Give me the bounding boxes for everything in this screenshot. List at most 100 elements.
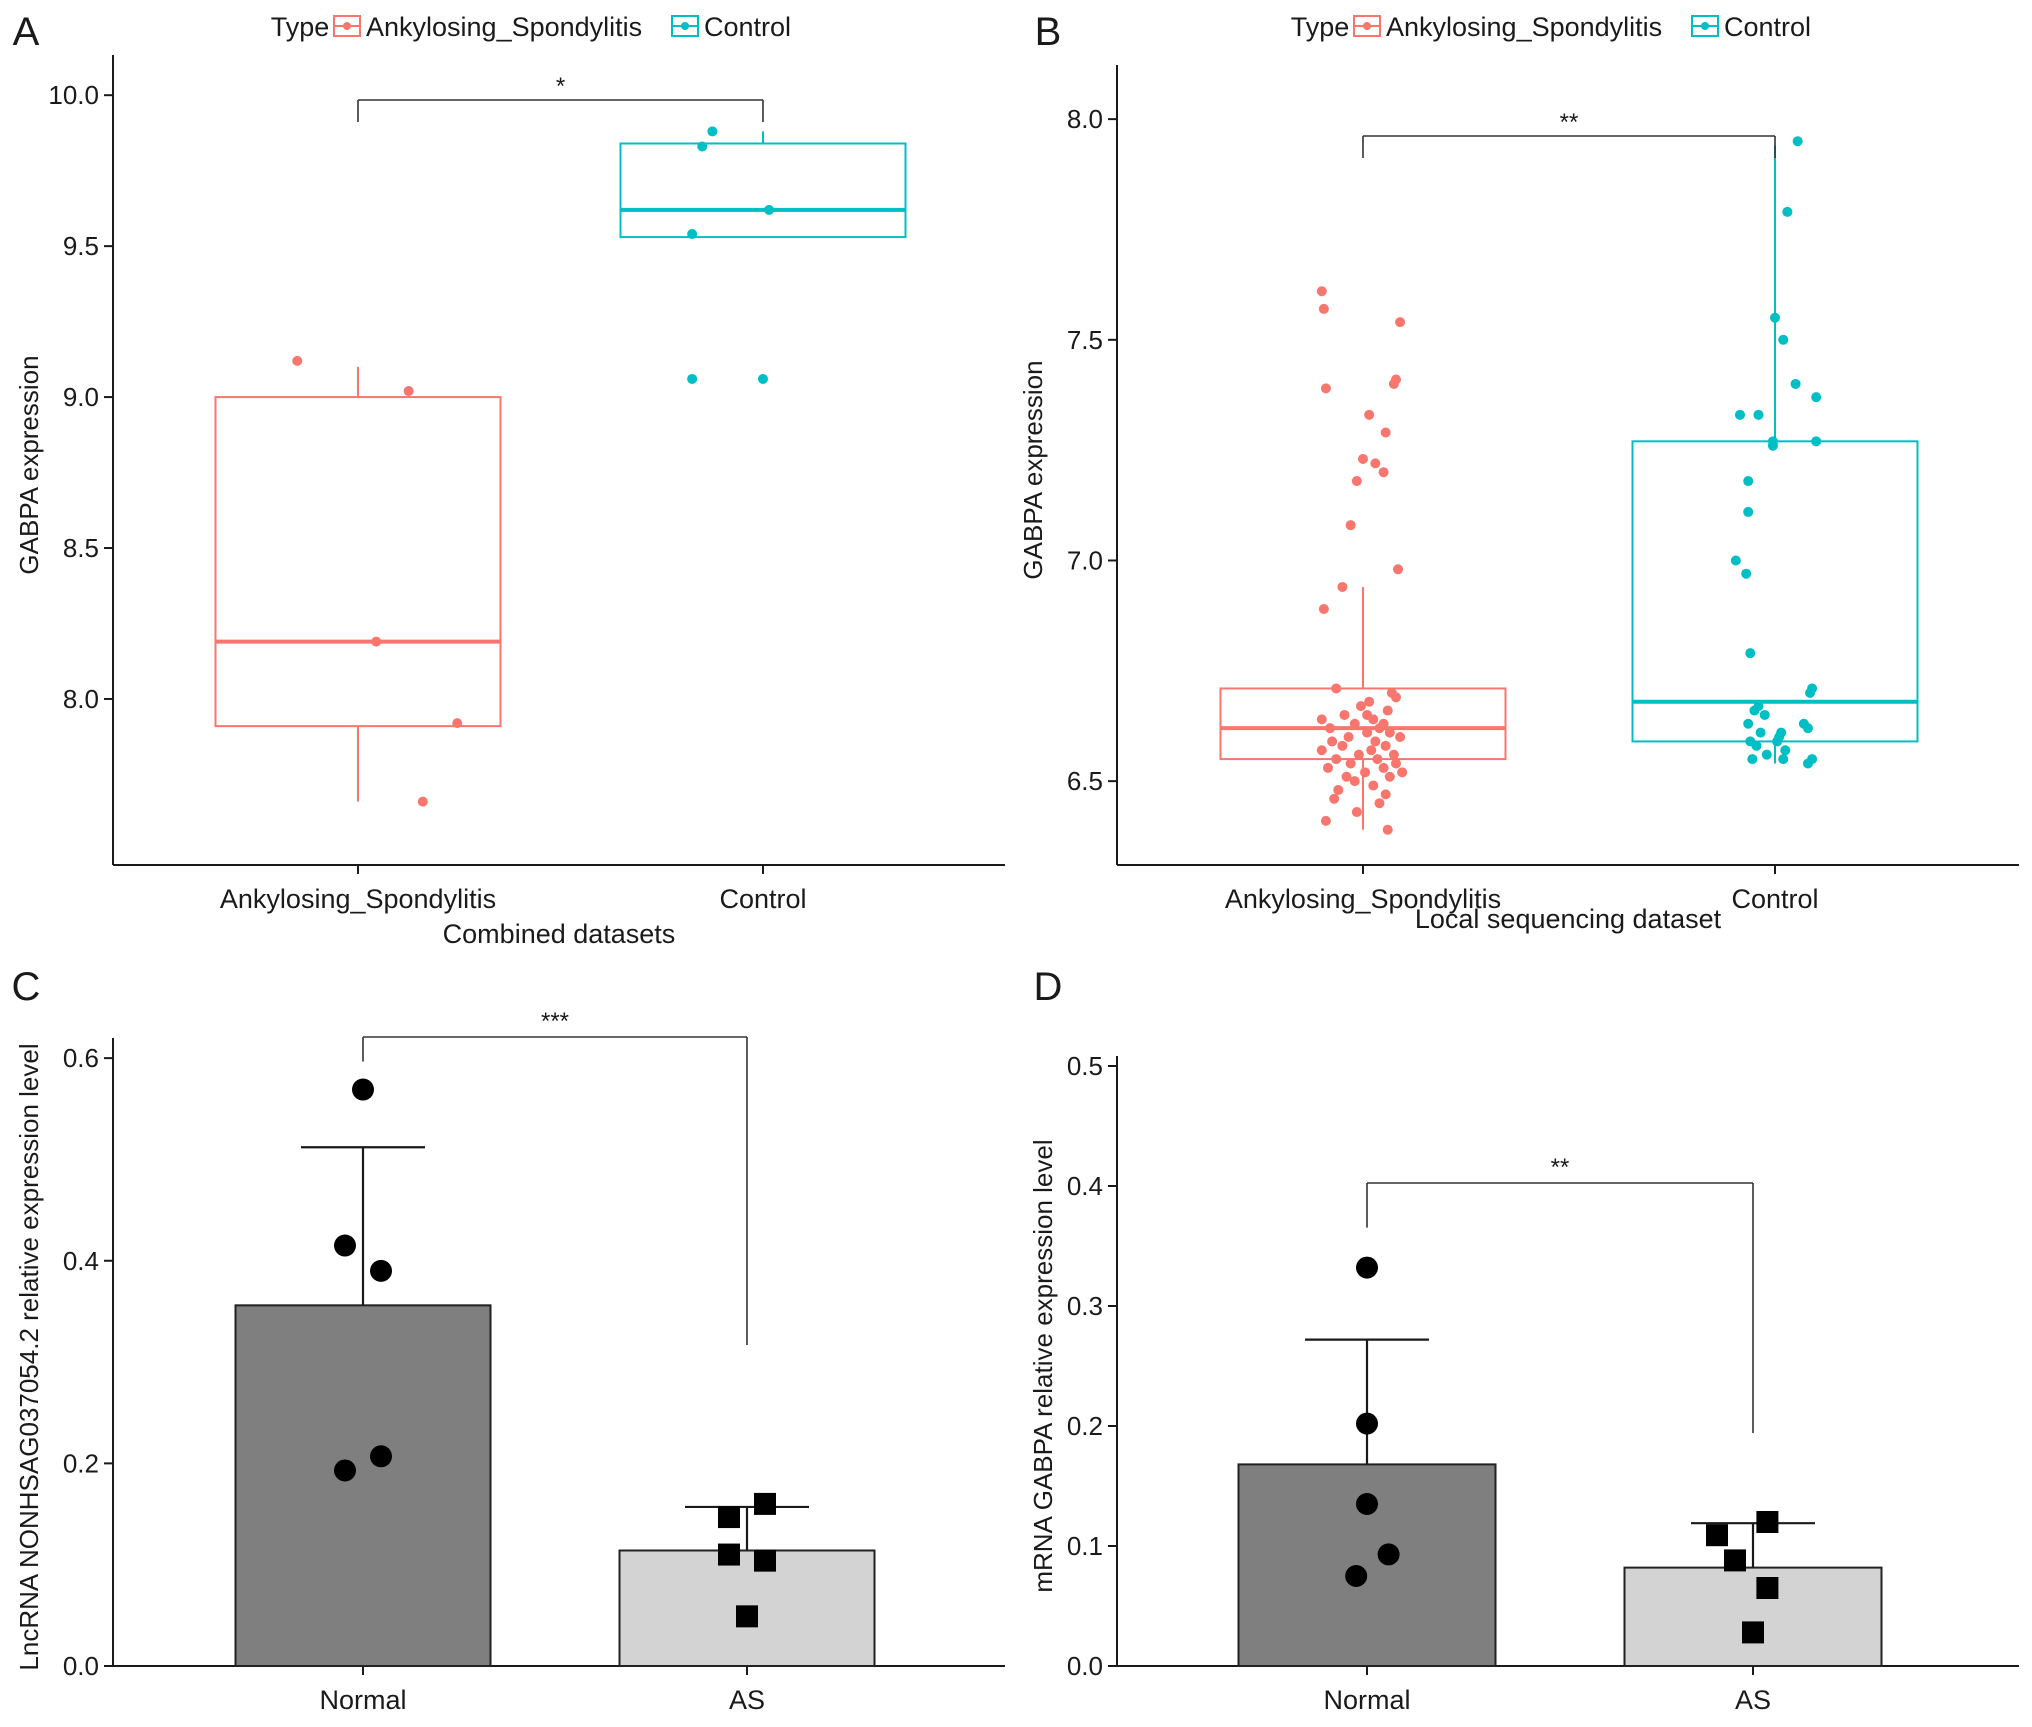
legend-key — [1691, 15, 1719, 37]
legend-key — [671, 15, 699, 37]
y-tick-label: 0.3 — [1067, 1291, 1103, 1321]
data-point — [1374, 723, 1385, 734]
x-tick-label: Ankylosing_Spondylitis — [1225, 884, 1501, 914]
data-point — [1355, 701, 1366, 712]
x-tick-label: Control — [719, 884, 806, 914]
data-point — [1380, 427, 1391, 438]
data-point — [1751, 740, 1762, 751]
data-point — [1333, 784, 1344, 795]
legend-key — [1353, 15, 1381, 37]
data-point — [1756, 1577, 1779, 1599]
data-point — [1749, 705, 1760, 716]
data-point — [1767, 440, 1778, 451]
data-point — [1734, 409, 1745, 420]
data-point — [1778, 754, 1789, 765]
data-point — [1753, 409, 1764, 420]
y-tick-label: 0.6 — [63, 1043, 99, 1073]
data-point — [1755, 727, 1766, 738]
data-point — [1345, 520, 1356, 531]
y-axis-title: mRNA GABPA relative expression level — [1028, 1139, 1058, 1592]
legend-key-point — [681, 22, 689, 30]
significance-label: *** — [541, 1008, 569, 1035]
data-point — [1316, 745, 1327, 756]
y-tick-label: 8.0 — [1067, 104, 1103, 134]
data-point — [1380, 789, 1391, 800]
data-point — [1358, 453, 1368, 464]
data-point — [1724, 1549, 1746, 1572]
data-point — [1382, 824, 1393, 835]
data-point — [370, 1259, 392, 1282]
data-point — [1331, 683, 1342, 694]
data-point — [1351, 476, 1362, 487]
y-tick-label: 6.5 — [1067, 766, 1103, 796]
data-point — [1364, 409, 1375, 420]
x-tick-label: AS — [1735, 1685, 1771, 1715]
data-point — [370, 1445, 392, 1468]
data-point — [1772, 736, 1783, 747]
y-axis-title: LncRNA NONHSAG037054.2 relative expressi… — [14, 1043, 44, 1670]
data-point — [1316, 286, 1327, 297]
data-point — [403, 386, 414, 397]
panel-d: D 0.0 0.1 0.2 0.3 0.4 0.5 Normal AS mRNA GABPA re… — [1028, 965, 2019, 1715]
x-tick-label: Normal — [1323, 1685, 1410, 1715]
data-point — [1742, 1621, 1764, 1644]
significance-bracket: ** — [1366, 1154, 1754, 1433]
data-point — [687, 229, 698, 240]
data-point — [1343, 732, 1354, 743]
panel-c: C 0.0 0.2 0.4 0.6 Normal AS LncRNA NONHSAG03705… — [12, 965, 1005, 1715]
bar-normal — [234, 1146, 492, 1668]
legend-label: Ankylosing_Spondylitis — [1386, 12, 1662, 42]
legend: Type Ankylosing_Spondylitis Control — [1291, 12, 1811, 42]
data-point — [1397, 767, 1408, 778]
panel-b: B 6.5 7.0 7.5 8.0 Ankylosing_Spondylitis Contr… — [1018, 10, 2019, 934]
data-point — [1320, 383, 1331, 394]
data-point — [1747, 754, 1758, 765]
data-point — [1802, 758, 1813, 769]
data-point — [1337, 740, 1348, 751]
data-point — [1395, 732, 1406, 743]
significance-bracket: *** — [362, 1008, 748, 1345]
y-axis-title: GABPA expression — [14, 355, 44, 574]
data-point — [1341, 771, 1352, 782]
significance-label: ** — [1551, 1154, 1570, 1181]
data-point — [1390, 758, 1401, 769]
iqr-box — [1631, 440, 1919, 743]
panel-letter: B — [1035, 10, 1062, 54]
legend: Type Ankylosing_Spondylitis Control — [271, 12, 791, 42]
data-point — [687, 373, 698, 384]
data-point — [1325, 723, 1336, 734]
data-point — [1345, 758, 1356, 769]
data-point — [1318, 303, 1329, 314]
y-tick-label: 0.5 — [1067, 1051, 1103, 1081]
panel-letter: C — [12, 965, 41, 1009]
data-point — [1356, 1412, 1378, 1435]
y-tick-label: 0.2 — [1067, 1411, 1103, 1441]
significance-label: ** — [1560, 109, 1579, 136]
y-tick-label: 8.5 — [63, 533, 99, 563]
data-point — [1380, 740, 1391, 751]
data-point — [1780, 745, 1791, 756]
data-point — [1730, 555, 1741, 566]
data-point — [1384, 771, 1395, 782]
data-point — [1393, 564, 1404, 575]
data-point — [1770, 312, 1780, 323]
data-point — [1360, 767, 1371, 778]
data-point — [1316, 714, 1327, 725]
y-tick-label: 0.1 — [1067, 1531, 1103, 1561]
y-tick-label: 0.4 — [1067, 1171, 1103, 1201]
data-point — [1741, 568, 1752, 579]
data-point — [1761, 749, 1772, 760]
data-point — [1345, 1565, 1368, 1587]
data-point — [1378, 467, 1389, 478]
data-point — [1370, 458, 1381, 469]
data-point — [1327, 736, 1338, 747]
data-point — [758, 373, 768, 384]
data-point — [352, 1078, 374, 1101]
x-axis-title: Combined datasets — [443, 919, 676, 949]
x-tick-label: Ankylosing_Spondylitis — [220, 884, 496, 914]
y-tick-label: 0.0 — [63, 1651, 99, 1681]
data-point — [736, 1605, 758, 1628]
x-tick-label: AS — [729, 1685, 765, 1715]
y-tick-label: 7.0 — [1067, 545, 1103, 575]
